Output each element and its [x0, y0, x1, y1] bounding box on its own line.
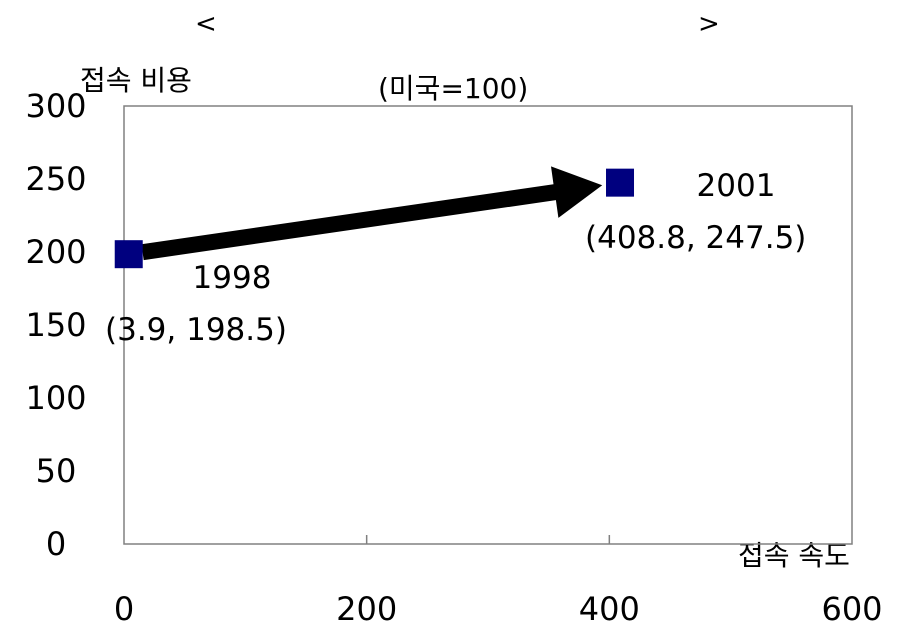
- x-tick-label: 200: [336, 590, 397, 628]
- title-right-bracket: >: [698, 9, 720, 39]
- plot-frame: [123, 105, 853, 545]
- y-axis-tick-labels: 0 50 100 150 200 250 300: [25, 87, 86, 563]
- y-tick-label: 250: [25, 160, 86, 198]
- point-coord-label-1998: (3.9, 198.5): [105, 312, 287, 348]
- y-tick-label: 150: [25, 306, 86, 344]
- x-axis-minor-ticks: [365, 535, 611, 544]
- chart-subtitle: (미국=100): [378, 72, 528, 105]
- data-point-2001: [606, 168, 635, 197]
- y-tick-label: 50: [36, 452, 77, 490]
- trend-arrow: [141, 166, 603, 261]
- point-year-label-2001: 2001: [697, 168, 776, 204]
- point-coord-label-2001: (408.8, 247.5): [585, 220, 806, 256]
- y-axis-title: 접속 비용: [80, 64, 192, 97]
- data-point-1998: [114, 240, 143, 269]
- x-tick-label: 400: [579, 590, 640, 628]
- data-marks: 1998 (3.9, 198.5) 2001 (408.8, 247.5): [105, 166, 806, 348]
- y-tick-label: 100: [25, 379, 86, 417]
- x-tick-label: 600: [821, 590, 882, 628]
- title-left-bracket: <: [195, 9, 217, 39]
- y-tick-label: 300: [25, 87, 86, 125]
- x-tick-label: 0: [114, 590, 134, 628]
- point-year-label-1998: 1998: [193, 260, 272, 296]
- x-axis-tick-labels: 0 200 400 600: [114, 590, 883, 628]
- y-tick-label: 0: [46, 525, 66, 563]
- y-tick-label: 200: [25, 233, 86, 271]
